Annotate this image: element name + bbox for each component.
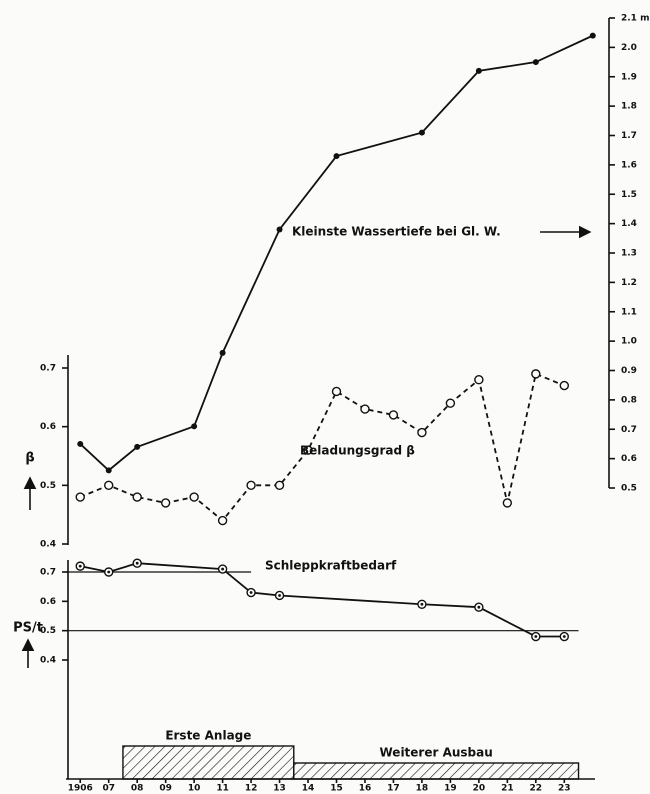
y-tick-label: 0.5 — [40, 626, 56, 636]
y-axis-label: PS/t — [13, 621, 43, 636]
point — [417, 427, 427, 438]
point — [532, 59, 539, 66]
point — [418, 129, 425, 136]
point — [531, 369, 541, 379]
point — [274, 480, 285, 491]
y-tick-label: 0.6 — [621, 454, 637, 464]
point — [333, 153, 340, 160]
x-tick-label: 16 — [359, 784, 372, 794]
point — [75, 492, 85, 502]
point-center — [562, 635, 566, 638]
point-center — [221, 567, 225, 571]
series-line — [79, 372, 565, 522]
point-center — [107, 570, 111, 574]
x-tick-label: 12 — [245, 784, 258, 794]
x-tick-label: 10 — [188, 784, 201, 794]
y-tick-label: 1.2 — [621, 278, 637, 288]
y-tick-label: 1.5 — [621, 190, 637, 200]
point-center — [78, 564, 82, 568]
x-tick-label: 22 — [530, 784, 543, 794]
x-tick-label: 19 — [444, 784, 457, 794]
point — [331, 386, 342, 397]
x-tick-label: 13 — [273, 784, 286, 794]
y-axis-label: β — [25, 451, 34, 466]
point-center — [249, 591, 253, 594]
series-label: Kleinste Wassertiefe bei Gl. W. — [292, 225, 501, 239]
period-bar — [122, 745, 295, 780]
point — [360, 404, 370, 414]
y-tick-label: 1.1 — [621, 307, 637, 317]
y-tick-label: 0.7 — [621, 425, 637, 435]
point — [388, 410, 399, 420]
point — [559, 380, 569, 391]
x-tick-label: 15 — [330, 784, 343, 794]
y-tick-label: 1.6 — [621, 160, 637, 170]
point-center — [278, 594, 281, 597]
point — [276, 226, 283, 233]
period-label: Erste Anlage — [165, 729, 251, 743]
y-tick-label: 0.5 — [621, 484, 637, 494]
x-tick-label: 07 — [102, 784, 115, 794]
x-tick-label: 08 — [131, 784, 144, 794]
x-tick-label: 21 — [501, 784, 514, 794]
y-tick-label: 0.4 — [40, 656, 56, 666]
point — [246, 480, 256, 491]
x-tick-label: 1906 — [68, 784, 93, 794]
series-label: Beladungsgrad β — [300, 444, 415, 458]
x-tick-label: 09 — [159, 784, 172, 794]
y-tick-label: 1.4 — [621, 219, 637, 229]
y-tick-label: 1.7 — [621, 131, 637, 141]
x-tick-label: 11 — [216, 784, 229, 794]
y-tick-label: 2.1 m — [621, 14, 649, 24]
point — [589, 32, 596, 39]
y-tick-label: 0.5 — [40, 481, 56, 491]
period-bar — [293, 762, 580, 780]
y-tick-label: 2.0 — [621, 43, 637, 53]
series-line — [79, 34, 594, 472]
x-tick-label: 14 — [302, 784, 315, 794]
point — [474, 375, 484, 385]
point — [189, 492, 199, 502]
point-center — [135, 561, 139, 565]
y-tick-label: 0.8 — [621, 395, 637, 405]
y-tick-label: 0.6 — [40, 422, 56, 432]
y-tick-label: 1.3 — [621, 249, 637, 259]
point-center — [477, 605, 481, 609]
x-tick-label: 20 — [473, 784, 486, 794]
y-tick-label: 0.7 — [40, 568, 56, 578]
point — [77, 440, 84, 447]
point — [132, 492, 142, 502]
y-tick-label: 1.9 — [621, 72, 637, 82]
y-tick-label: 0.9 — [621, 366, 637, 376]
series-line — [80, 562, 565, 638]
y-tick-label: 0.6 — [40, 597, 56, 607]
y-tick-label: 1.0 — [621, 337, 637, 347]
point — [219, 349, 226, 356]
point — [502, 498, 513, 508]
point-center — [534, 635, 538, 638]
y-tick-label: 1.8 — [621, 102, 637, 112]
period-label: Weiterer Ausbau — [380, 746, 493, 760]
point-center — [420, 602, 424, 606]
point — [105, 467, 112, 474]
y-tick-label: 0.7 — [40, 364, 56, 374]
point — [217, 515, 228, 526]
series-label: Schleppkraftbedarf — [265, 559, 397, 573]
point — [445, 398, 456, 408]
y-tick-label: 0.4 — [40, 540, 56, 550]
x-tick-label: 17 — [387, 784, 400, 794]
point — [303, 445, 313, 455]
point — [475, 67, 482, 74]
x-tick-label: 23 — [558, 784, 571, 794]
point — [134, 443, 141, 450]
x-tick-label: 18 — [416, 784, 429, 794]
point — [160, 498, 171, 508]
point — [191, 423, 198, 430]
point — [104, 480, 114, 491]
